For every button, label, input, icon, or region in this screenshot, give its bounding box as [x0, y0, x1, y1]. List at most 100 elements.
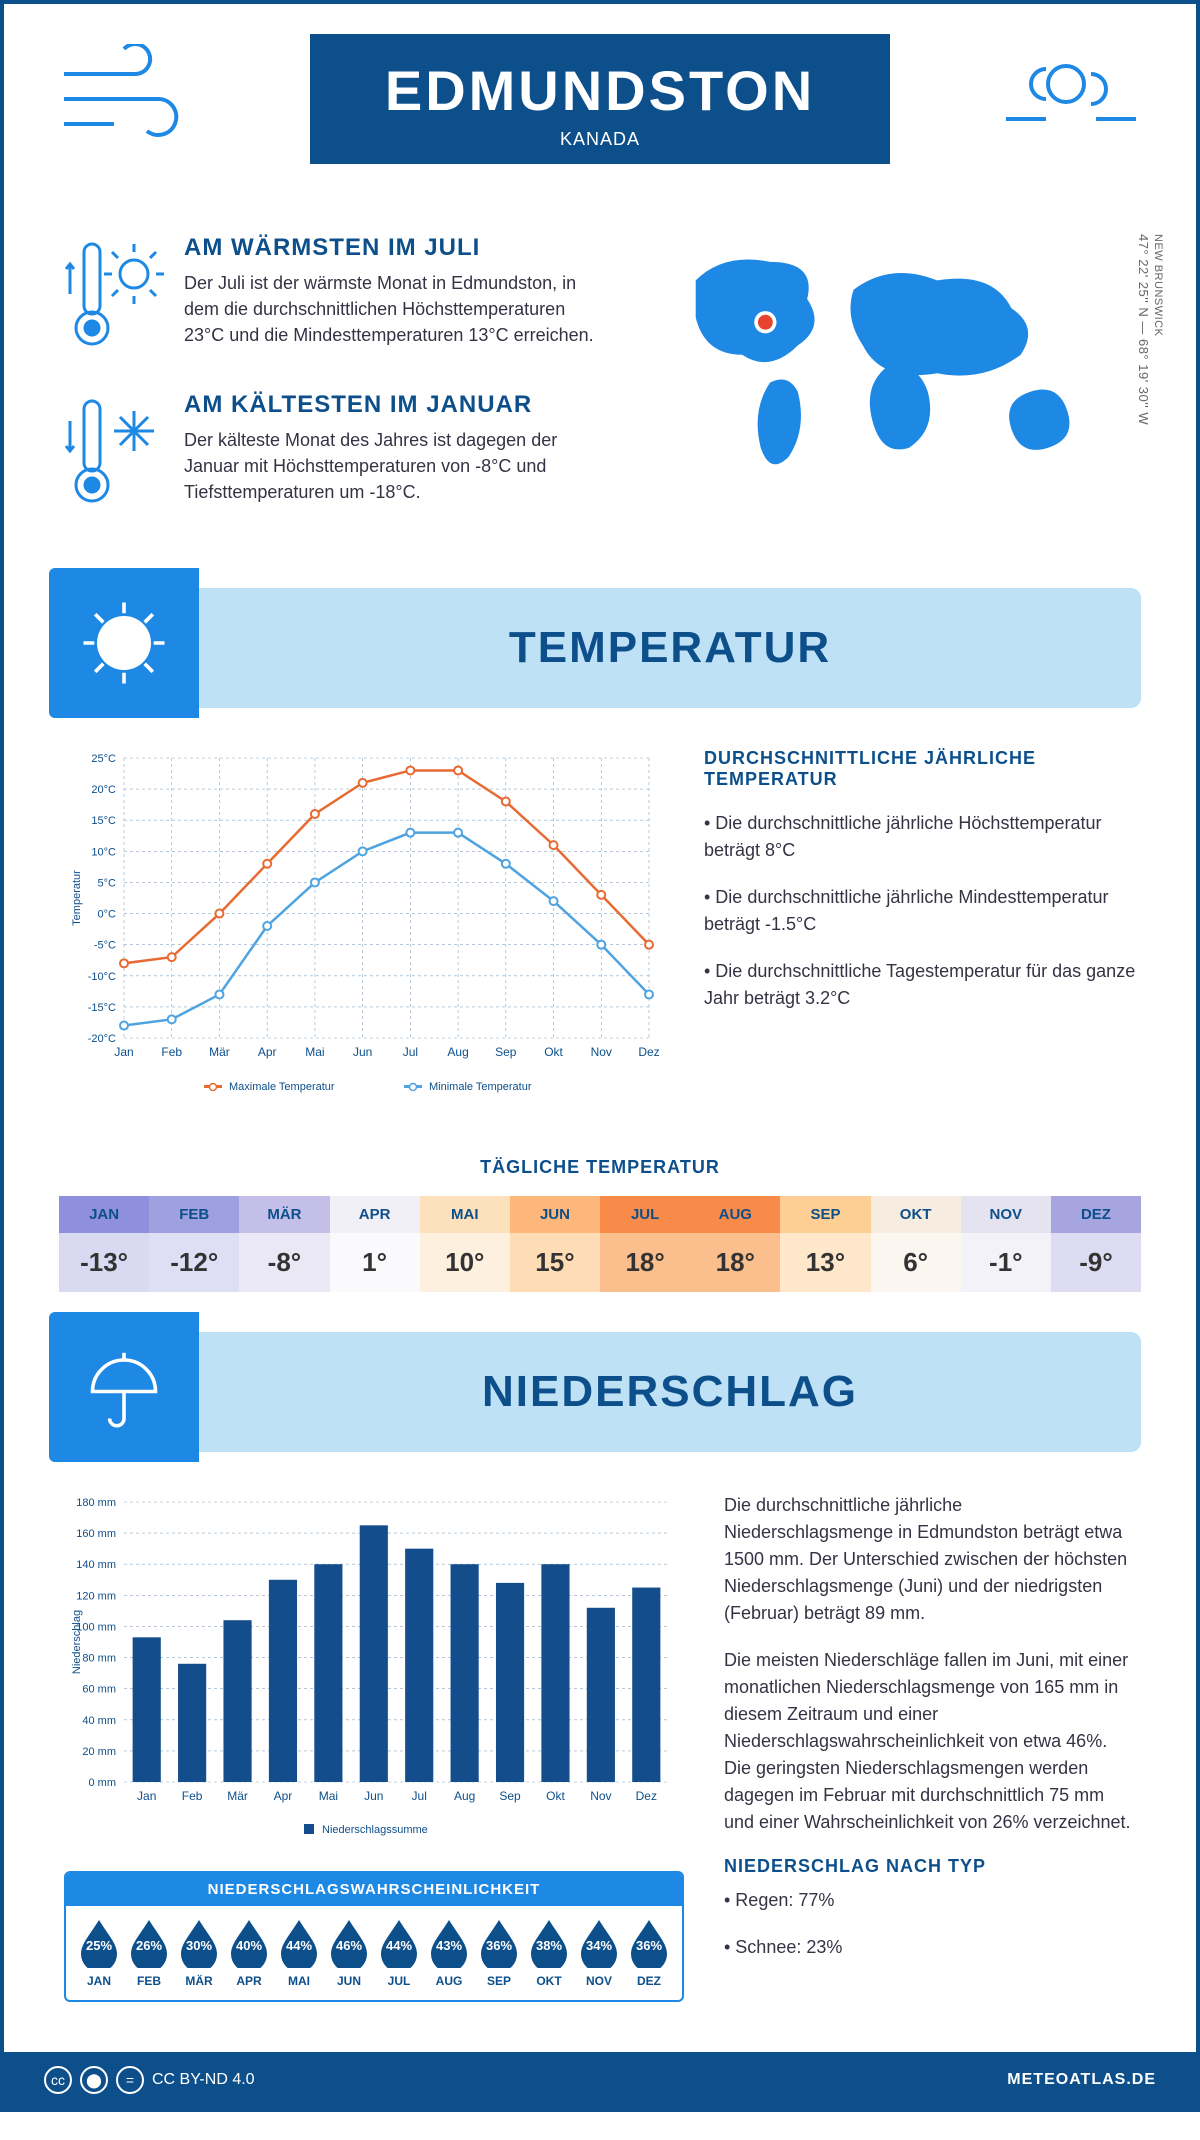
license: cc ⬤ = CC BY-ND 4.0 — [44, 2066, 255, 2094]
nd-icon: = — [116, 2066, 144, 2094]
svg-text:Okt: Okt — [544, 1045, 563, 1059]
sun-icon — [49, 568, 199, 718]
daily-cell: DEZ-9° — [1051, 1196, 1141, 1292]
svg-text:Apr: Apr — [258, 1045, 277, 1059]
prob-cell: 46%JUN — [324, 1918, 374, 1988]
precipitation-section-header: NIEDERSCHLAG — [59, 1332, 1141, 1452]
prob-cell: 36%SEP — [474, 1918, 524, 1988]
svg-text:0 mm: 0 mm — [89, 1777, 117, 1789]
svg-text:20 mm: 20 mm — [82, 1746, 116, 1758]
svg-text:Jun: Jun — [364, 1789, 383, 1803]
precip-snow: • Schnee: 23% — [724, 1934, 1136, 1961]
svg-text:Niederschlag: Niederschlag — [71, 1610, 83, 1674]
svg-text:Feb: Feb — [182, 1789, 203, 1803]
svg-text:Mai: Mai — [305, 1045, 324, 1059]
precip-p2: Die meisten Niederschläge fallen im Juni… — [724, 1647, 1136, 1836]
prob-cell: 34%NOV — [574, 1918, 624, 1988]
temperature-chart: -20°C-15°C-10°C-5°C0°C5°C10°C15°C20°C25°… — [64, 748, 664, 1113]
daily-cell: NOV-1° — [961, 1196, 1051, 1292]
daily-cell: JAN-13° — [59, 1196, 149, 1292]
precipitation-info: Die durchschnittliche jährliche Niedersc… — [724, 1492, 1136, 2002]
svg-text:120 mm: 120 mm — [76, 1590, 116, 1602]
by-icon: ⬤ — [80, 2066, 108, 2094]
svg-text:Apr: Apr — [274, 1789, 293, 1803]
daily-cell: MAI10° — [420, 1196, 510, 1292]
temperature-section-header: TEMPERATUR — [59, 588, 1141, 708]
svg-text:Mai: Mai — [319, 1789, 338, 1803]
svg-text:-20°C: -20°C — [88, 1033, 116, 1045]
svg-text:Dez: Dez — [636, 1789, 657, 1803]
warmest-text: Der Juli ist der wärmste Monat in Edmund… — [184, 270, 605, 348]
thermometer-sun-icon — [64, 234, 164, 359]
svg-text:160 mm: 160 mm — [76, 1528, 116, 1540]
country-name: KANADA — [330, 129, 870, 150]
coldest-text: Der kälteste Monat des Jahres ist dagege… — [184, 427, 605, 505]
svg-text:Nov: Nov — [590, 1789, 611, 1803]
page: EDMUNDSTON KANADA AM WÄRMSTEN IM JULI De… — [0, 0, 1200, 2112]
daily-cell: JUN15° — [510, 1196, 600, 1292]
coldest-title: AM KÄLTESTEN IM JANUAR — [184, 391, 605, 419]
svg-text:-10°C: -10°C — [88, 971, 116, 983]
prob-cell: 30%MÄR — [174, 1918, 224, 1988]
svg-text:Aug: Aug — [447, 1045, 468, 1059]
header: EDMUNDSTON KANADA — [4, 4, 1196, 224]
wind-icon-right — [996, 44, 1146, 149]
prob-cell: 26%FEB — [124, 1918, 174, 1988]
umbrella-icon — [49, 1312, 199, 1462]
prob-cell: 44%JUL — [374, 1918, 424, 1988]
cc-icon: cc — [44, 2066, 72, 2094]
warmest-title: AM WÄRMSTEN IM JULI — [184, 234, 605, 262]
temperature-info: DURCHSCHNITTLICHE JÄHRLICHE TEMPERATUR •… — [704, 748, 1136, 1113]
prob-cell: 44%MAI — [274, 1918, 324, 1988]
precip-type-title: NIEDERSCHLAG NACH TYP — [724, 1856, 1136, 1877]
svg-text:5°C: 5°C — [98, 877, 117, 889]
warmest-fact: AM WÄRMSTEN IM JULI Der Juli ist der wär… — [64, 234, 605, 359]
license-text: CC BY-ND 4.0 — [152, 2071, 255, 2089]
coordinates: 47° 22' 25'' N — 68° 19' 30'' W — [1136, 234, 1151, 425]
prob-cell: 43%AUG — [424, 1918, 474, 1988]
svg-text:Maximale Temperatur: Maximale Temperatur — [229, 1081, 335, 1093]
svg-text:40 mm: 40 mm — [82, 1715, 116, 1727]
prob-cell: 36%DEZ — [624, 1918, 674, 1988]
svg-text:140 mm: 140 mm — [76, 1559, 116, 1571]
footer: cc ⬤ = CC BY-ND 4.0 METEOATLAS.DE — [4, 2052, 1196, 2108]
svg-text:180 mm: 180 mm — [76, 1497, 116, 1509]
temperature-title: TEMPERATUR — [199, 623, 1141, 673]
svg-text:Jan: Jan — [137, 1789, 156, 1803]
svg-text:Jul: Jul — [412, 1789, 427, 1803]
svg-text:Aug: Aug — [454, 1789, 475, 1803]
svg-text:Jan: Jan — [114, 1045, 133, 1059]
temp-info-title: DURCHSCHNITTLICHE JÄHRLICHE TEMPERATUR — [704, 748, 1136, 790]
coldest-fact: AM KÄLTESTEN IM JANUAR Der kälteste Mona… — [64, 391, 605, 516]
precip-rain: • Regen: 77% — [724, 1887, 1136, 1914]
daily-cell: JUL18° — [600, 1196, 690, 1292]
svg-text:Okt: Okt — [546, 1789, 565, 1803]
world-map: NEW BRUNSWICK 47° 22' 25'' N — 68° 19' 3… — [645, 234, 1136, 499]
prob-title: NIEDERSCHLAGSWAHRSCHEINLICHKEIT — [66, 1873, 682, 1906]
svg-text:60 mm: 60 mm — [82, 1684, 116, 1696]
svg-text:Sep: Sep — [499, 1789, 521, 1803]
svg-text:Mär: Mär — [209, 1045, 230, 1059]
svg-text:80 mm: 80 mm — [82, 1653, 116, 1665]
prob-cell: 25%JAN — [74, 1918, 124, 1988]
daily-temp-title: TÄGLICHE TEMPERATUR — [4, 1157, 1196, 1178]
svg-text:25°C: 25°C — [91, 753, 116, 765]
temp-info-p3: • Die durchschnittliche Tagestemperatur … — [704, 958, 1136, 1012]
svg-text:Sep: Sep — [495, 1045, 517, 1059]
temp-info-p2: • Die durchschnittliche jährliche Mindes… — [704, 884, 1136, 938]
daily-temp-table: JAN-13°FEB-12°MÄR-8°APR1°MAI10°JUN15°JUL… — [59, 1196, 1141, 1292]
precip-p1: Die durchschnittliche jährliche Niedersc… — [724, 1492, 1136, 1627]
temp-info-p1: • Die durchschnittliche jährliche Höchst… — [704, 810, 1136, 864]
precipitation-chart: 0 mm20 mm40 mm60 mm80 mm100 mm120 mm140 … — [64, 1492, 684, 1847]
region-label: NEW BRUNSWICK — [1152, 234, 1164, 336]
title-banner: EDMUNDSTON KANADA — [310, 34, 890, 164]
intro-section: AM WÄRMSTEN IM JULI Der Juli ist der wär… — [4, 224, 1196, 588]
daily-cell: SEP13° — [780, 1196, 870, 1292]
svg-text:-15°C: -15°C — [88, 1002, 116, 1014]
precipitation-probability-box: NIEDERSCHLAGSWAHRSCHEINLICHKEIT 25%JAN26… — [64, 1871, 684, 2002]
svg-text:Temperatur: Temperatur — [71, 870, 83, 926]
daily-cell: OKT6° — [871, 1196, 961, 1292]
svg-text:Jul: Jul — [403, 1045, 418, 1059]
wind-icon-left — [54, 44, 204, 149]
daily-cell: MÄR-8° — [239, 1196, 329, 1292]
